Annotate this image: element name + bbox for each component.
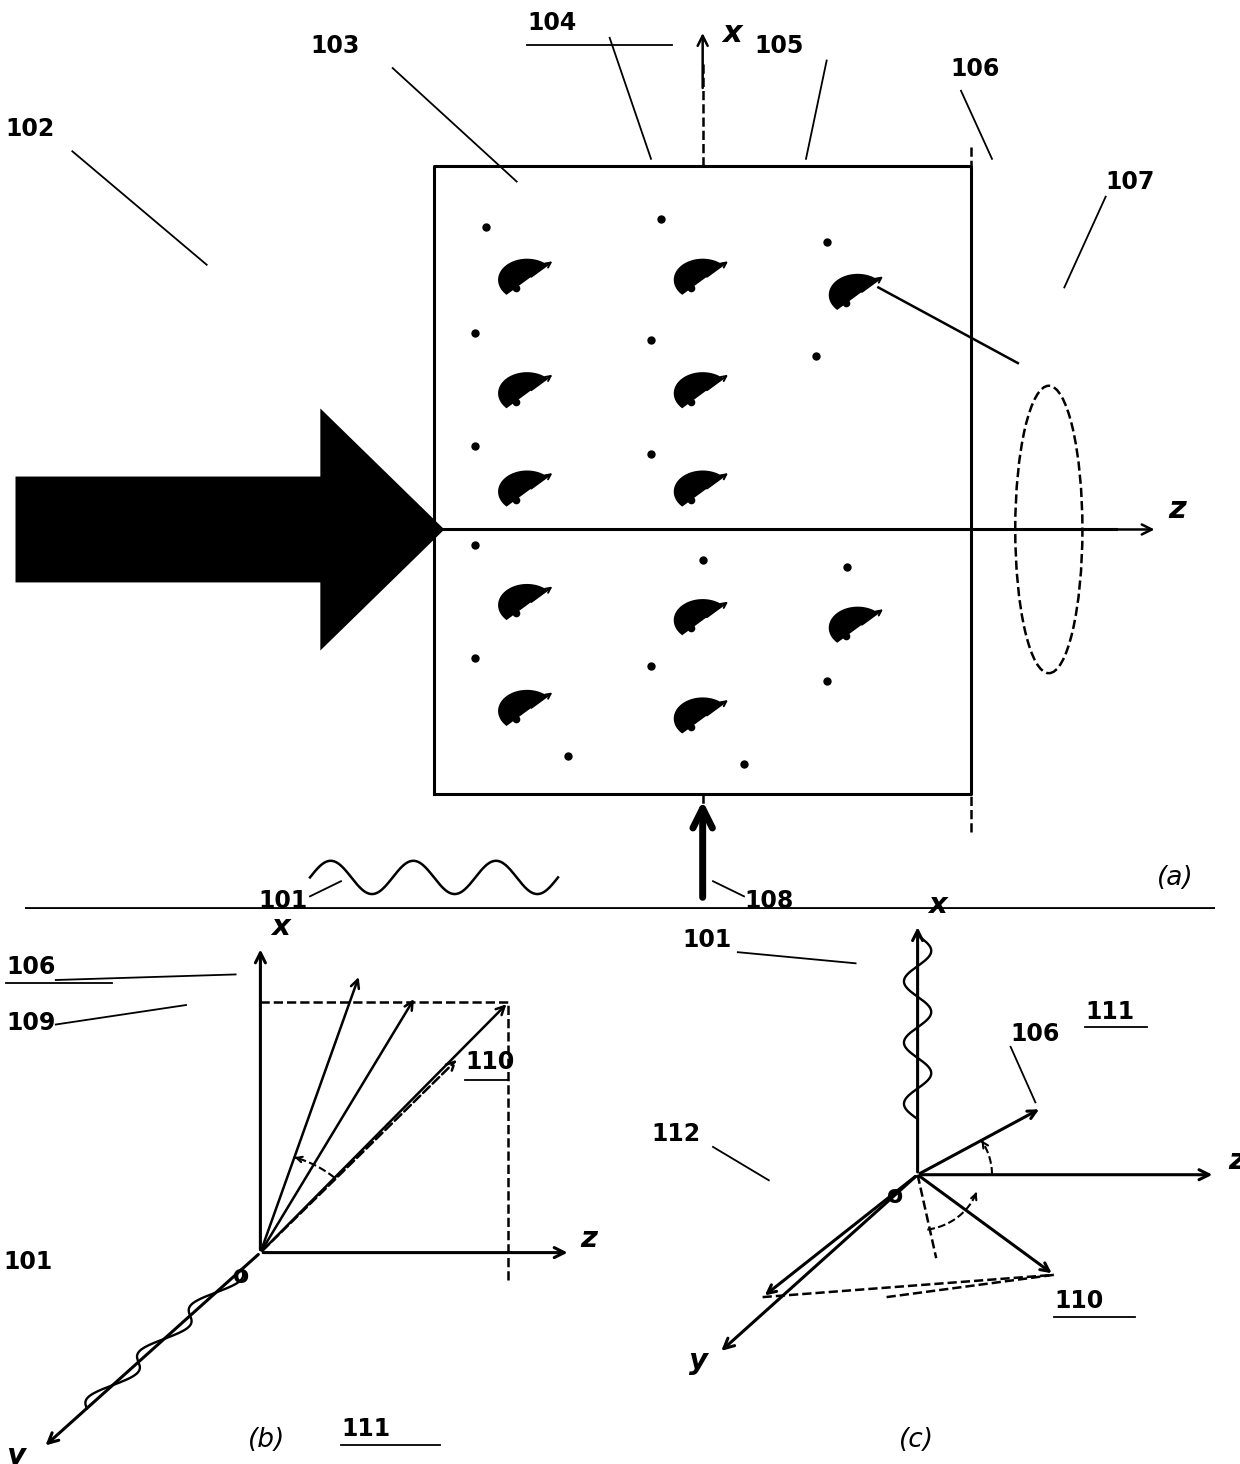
Polygon shape [498, 470, 547, 507]
Polygon shape [673, 259, 723, 294]
Polygon shape [673, 470, 723, 507]
Polygon shape [498, 584, 547, 621]
Text: $\bfit{z}$: $\bfit{z}$ [1168, 495, 1188, 524]
Text: $\bfit{z}$: $\bfit{z}$ [1228, 1148, 1240, 1176]
Polygon shape [15, 408, 444, 650]
Text: $\bfit{x}$: $\bfit{x}$ [270, 914, 293, 941]
Polygon shape [673, 697, 723, 733]
Text: (c): (c) [899, 1427, 934, 1454]
Text: $\bfit{y}$: $\bfit{y}$ [6, 1444, 29, 1464]
Text: 106: 106 [951, 57, 999, 81]
Text: 110: 110 [465, 1050, 515, 1075]
Text: 110: 110 [1054, 1290, 1104, 1313]
Polygon shape [828, 274, 878, 310]
Text: 109: 109 [6, 1012, 56, 1035]
Text: (a): (a) [1157, 865, 1194, 892]
Polygon shape [673, 372, 723, 408]
Text: 106: 106 [1011, 1022, 1060, 1047]
Text: $\bfit{y}$: $\bfit{y}$ [688, 1350, 711, 1378]
Text: 111: 111 [1085, 1000, 1135, 1023]
Text: 112: 112 [651, 1123, 701, 1146]
Text: $\bfit{z}$: $\bfit{z}$ [580, 1225, 599, 1253]
Text: 105: 105 [754, 34, 804, 59]
Text: $\bfit{x}$: $\bfit{x}$ [928, 892, 950, 919]
Text: 103: 103 [310, 34, 360, 59]
Text: 108: 108 [744, 889, 794, 912]
Text: 107: 107 [1106, 170, 1154, 195]
Text: 104: 104 [527, 12, 577, 35]
Polygon shape [498, 259, 547, 294]
Text: 101: 101 [258, 889, 308, 912]
Text: o: o [233, 1265, 249, 1288]
Polygon shape [498, 690, 547, 726]
Text: o: o [887, 1183, 903, 1208]
Text: 102: 102 [5, 117, 55, 141]
Polygon shape [673, 599, 723, 635]
Text: 106: 106 [6, 956, 56, 979]
Polygon shape [828, 606, 878, 643]
Polygon shape [498, 372, 547, 408]
Text: (b): (b) [248, 1427, 285, 1454]
Text: $\bfit{x}$: $\bfit{x}$ [722, 19, 745, 48]
Text: 101: 101 [2, 1250, 52, 1274]
Text: 101: 101 [682, 928, 732, 952]
Text: 111: 111 [341, 1417, 391, 1441]
